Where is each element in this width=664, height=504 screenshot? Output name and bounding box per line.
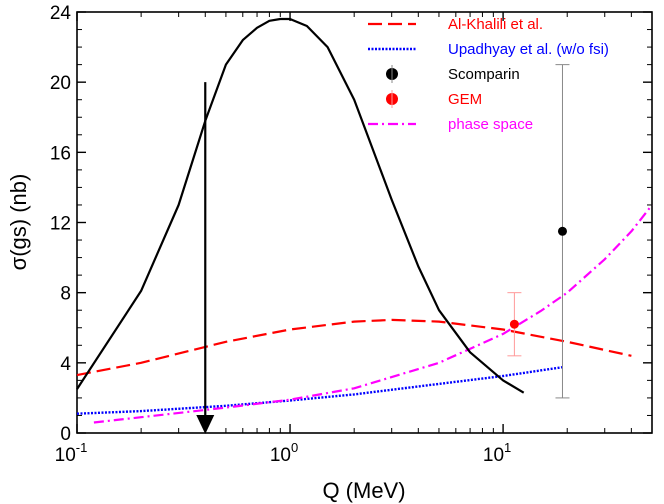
y-tick-label: 8 [60, 284, 71, 305]
points-layer [507, 64, 570, 399]
x-tick-label: 10-1 [55, 440, 88, 466]
y-tick-label: 16 [50, 143, 71, 164]
plot-frame [76, 11, 653, 434]
y-tick-label: 0 [60, 424, 71, 445]
point-0-marker [557, 226, 567, 236]
arrow-head [196, 415, 215, 434]
legend-item-2-label: Scomparin [448, 66, 520, 83]
y-axis-label: σ(gs) (nb) [6, 174, 31, 271]
x-axis-label: Q (MeV) [322, 478, 405, 503]
y-tick-label: 12 [50, 214, 71, 235]
legend-item-3-label: GEM [448, 91, 482, 108]
arrow-layer [196, 82, 215, 434]
series-1-dotted-line [76, 366, 563, 415]
series-2-dashdot-line [93, 204, 653, 424]
y-tick-label: 20 [50, 73, 71, 94]
series-0-dashed-line [76, 318, 632, 377]
x-tick-label: 100 [270, 440, 298, 466]
point-1-marker [509, 319, 519, 329]
legend-item-0-label: Al-Khalili et al. [448, 16, 543, 33]
y-tick-label: 4 [60, 354, 71, 375]
y-tick-label: 24 [50, 3, 72, 24]
legend-item-4-label: phase space [448, 116, 533, 133]
axis-ticks: 10-1 100 101 0 4 8 12 16 20 24 [50, 3, 653, 466]
legend-item-1-label: Upadhyay et al. (w/o fsi) [448, 41, 609, 58]
x-tick-label: 101 [483, 440, 511, 466]
legend: Al-Khalili et al. Upadhyay et al. (w/o fs… [368, 16, 609, 133]
series-layer [76, 17, 653, 424]
